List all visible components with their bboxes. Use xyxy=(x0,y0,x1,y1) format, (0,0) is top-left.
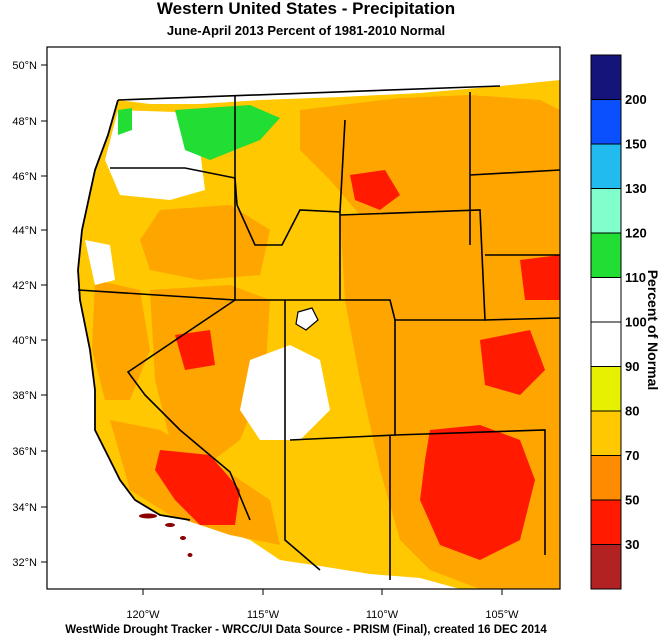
red-region-montana xyxy=(350,170,400,210)
lat-tick-46: 46°N xyxy=(12,171,47,183)
lat-tick-44: 44°N xyxy=(12,225,47,237)
longitude-axis: 120°W 115°W 110°W 105°W xyxy=(126,589,519,621)
legend-bin xyxy=(590,188,622,234)
lat-label-50: 50°N xyxy=(12,60,37,72)
legend-bin xyxy=(590,54,622,100)
map-title: Western United States - Precipitation xyxy=(156,0,456,18)
legend-bin xyxy=(590,410,622,456)
lon-label-110: 110°W xyxy=(366,609,399,621)
red-region-nevada xyxy=(175,330,215,370)
lat-tick-42: 42°N xyxy=(12,280,47,292)
lat-tick-38: 38°N xyxy=(12,390,47,402)
legend-bin xyxy=(590,544,622,590)
legend-tick-label: 50 xyxy=(625,493,639,508)
legend-bin xyxy=(590,99,622,145)
map-frame xyxy=(46,46,561,590)
lat-label-36: 36°N xyxy=(12,446,37,458)
legend-tick-label: 150 xyxy=(625,137,647,152)
lat-label-48: 48°N xyxy=(12,116,37,128)
lat-tick-48: 48°N xyxy=(12,116,47,128)
map-subtitle: June-April 2013 Percent of 1981-2010 Nor… xyxy=(166,23,446,38)
legend-bin xyxy=(590,143,622,189)
lat-label-38: 38°N xyxy=(12,390,37,402)
lat-label-46: 46°N xyxy=(12,171,37,183)
map-footer: WestWide Drought Tracker - WRCC/UI Data … xyxy=(65,624,547,636)
channel-islands xyxy=(139,513,193,557)
lon-tick-120: 120°W xyxy=(126,589,160,621)
lon-tick-110: 110°W xyxy=(366,589,399,621)
lon-label-115: 115°W xyxy=(247,609,280,621)
lon-tick-115: 115°W xyxy=(247,589,280,621)
lat-label-42: 42°N xyxy=(12,280,37,292)
lat-tick-34: 34°N xyxy=(12,502,47,514)
lat-label-44: 44°N xyxy=(12,225,37,237)
white-region-washington xyxy=(105,110,205,200)
orange-region-nevada xyxy=(150,285,270,470)
lat-tick-32: 32°N xyxy=(12,557,47,569)
white-region-coast xyxy=(85,240,115,285)
legend-colorbar xyxy=(590,54,622,590)
legend-tick-label: 100 xyxy=(625,315,647,330)
green-region-washington xyxy=(175,105,280,160)
lon-label-105: 105°W xyxy=(485,609,519,621)
green-region-olympic xyxy=(118,108,132,135)
legend-bin xyxy=(590,366,622,412)
map-panel xyxy=(46,46,561,590)
legend-tick-label: 70 xyxy=(625,448,639,463)
red-region-nebraska xyxy=(520,255,560,300)
orange-region-oregon xyxy=(140,205,270,280)
legend-tick-label: 110 xyxy=(625,270,646,285)
red-region-socal xyxy=(155,450,240,525)
great-salt-lake xyxy=(295,307,319,331)
lon-tick-105: 105°W xyxy=(485,589,519,621)
legend-tick-label: 90 xyxy=(625,359,639,374)
orange-region-california xyxy=(92,280,150,400)
legend-tick-label: 200 xyxy=(625,92,647,107)
legend-title: Percent of Normal xyxy=(645,269,661,391)
lat-label-32: 32°N xyxy=(12,557,37,569)
legend-tick-label: 130 xyxy=(625,181,647,196)
legend-tick-label: 80 xyxy=(625,404,639,419)
legend-tick-labels: 30 50 70 80 90 100 110 120 130 150 200 xyxy=(625,92,647,552)
legend-tick-label: 30 xyxy=(625,537,639,552)
legend-bin xyxy=(590,232,622,278)
lat-label-34: 34°N xyxy=(12,502,37,514)
state-boundaries xyxy=(77,85,561,580)
latitude-axis: 50°N 48°N 46°N 44°N 42°N 40°N 38°N 36°N xyxy=(12,60,47,569)
legend-bin xyxy=(590,277,622,323)
legend-bin xyxy=(590,455,622,501)
lat-tick-50: 50°N xyxy=(12,60,47,72)
lat-tick-40: 40°N xyxy=(12,335,47,347)
red-region-southeast xyxy=(420,425,535,560)
legend-bin xyxy=(590,321,622,367)
lon-label-120: 120°W xyxy=(126,609,160,621)
pacific-coastline xyxy=(77,99,191,521)
lat-tick-36: 36°N xyxy=(12,446,47,458)
red-region-colorado xyxy=(480,330,545,395)
legend-bin xyxy=(590,499,622,545)
lat-label-40: 40°N xyxy=(12,335,37,347)
legend-tick-label: 120 xyxy=(625,226,647,241)
